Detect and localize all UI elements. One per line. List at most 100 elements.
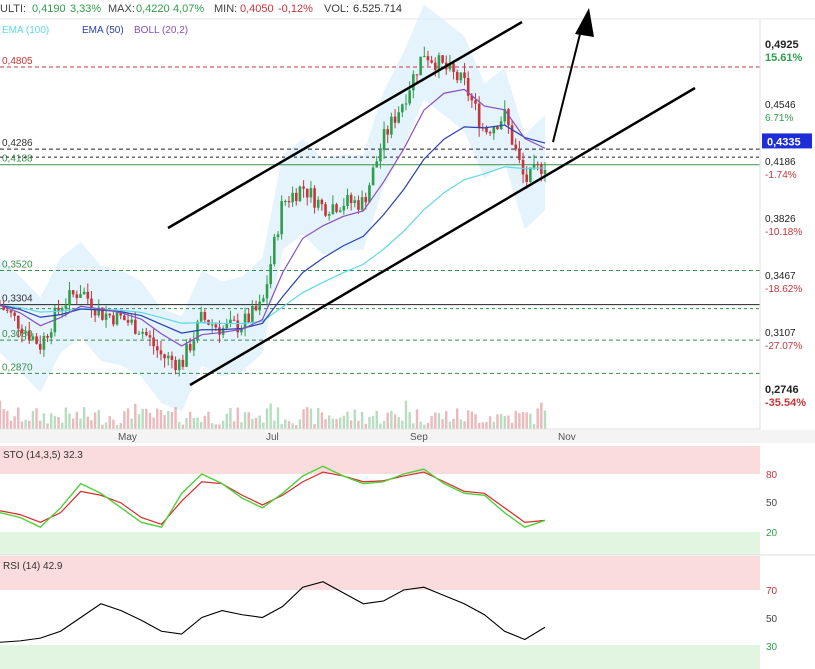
candle-body-81 xyxy=(294,192,298,202)
volume-bar-65 xyxy=(236,407,239,429)
volume-bar-149 xyxy=(543,410,547,429)
volume-bar-118 xyxy=(430,416,433,429)
volume-bar-145 xyxy=(529,413,532,429)
legend: EMA (100) EMA (50) BOLL (20,2) xyxy=(2,25,188,36)
rsi-level-30: 30 xyxy=(766,642,778,653)
volume-bar-61 xyxy=(221,420,225,429)
candle-body-20 xyxy=(71,290,75,295)
volume-bar-142 xyxy=(518,413,521,429)
right-price-1: 0,4546 xyxy=(765,100,796,111)
ema100-line xyxy=(0,166,546,325)
candle-body-31 xyxy=(112,315,115,325)
candle-body-140 xyxy=(510,125,514,145)
volume-bar-64 xyxy=(232,421,236,429)
upper-channel-line xyxy=(167,20,523,230)
volume-bar-37 xyxy=(134,403,137,429)
candle-body-47 xyxy=(170,355,174,360)
right-pct-1: 6.71% xyxy=(765,113,793,124)
candle-body-105 xyxy=(382,129,386,151)
volume-bar-24 xyxy=(86,416,89,429)
candle-body-97 xyxy=(353,200,357,204)
candle-body-34 xyxy=(123,315,126,321)
candle-body-109 xyxy=(397,112,400,123)
volume-bar-113 xyxy=(412,423,415,429)
volume-bar-97 xyxy=(353,409,356,429)
level-label-5: 0,3080 xyxy=(2,329,33,340)
volume-bar-59 xyxy=(214,424,218,429)
volume-bar-47 xyxy=(170,412,174,429)
volume-bar-26 xyxy=(93,412,97,429)
volume-bar-60 xyxy=(218,424,221,429)
sto-level-50: 50 xyxy=(766,498,778,509)
right-price-0: 0,4925 xyxy=(765,39,799,51)
candle-body-58 xyxy=(210,324,214,326)
candle-body-26 xyxy=(93,309,97,316)
candle-body-33 xyxy=(119,311,123,316)
candle-body-83 xyxy=(302,186,305,189)
candle-body-29 xyxy=(104,313,108,320)
level-label-0: 0,4805 xyxy=(2,56,33,67)
volume-bar-104 xyxy=(379,423,382,429)
candle-body-121 xyxy=(441,55,444,63)
volume-bar-50 xyxy=(181,424,185,429)
volume-bar-79 xyxy=(287,421,291,429)
candle-body-71 xyxy=(258,301,261,311)
volume-bar-18 xyxy=(64,407,68,429)
candle-body-129 xyxy=(470,95,474,101)
candle-body-111 xyxy=(404,103,408,105)
volume-bar-83 xyxy=(302,409,305,429)
volume-bar-14 xyxy=(50,413,53,429)
volume-bar-71 xyxy=(258,415,261,429)
volume-bar-93 xyxy=(338,417,342,429)
candle-body-8 xyxy=(27,331,31,340)
volume-bar-15 xyxy=(53,416,57,429)
sto-overbought-zone xyxy=(0,446,760,474)
right-pct-6: -35.54% xyxy=(765,397,806,409)
candle-body-32 xyxy=(115,311,119,325)
right-pct-5: -27.07% xyxy=(765,341,802,352)
volume-bar-146 xyxy=(532,423,536,429)
candle-body-23 xyxy=(82,291,86,295)
candle-body-125 xyxy=(455,71,459,81)
candle-body-135 xyxy=(492,126,496,134)
candle-body-102 xyxy=(371,167,375,186)
volume-bar-56 xyxy=(203,415,207,429)
candle-body-106 xyxy=(386,129,390,135)
candle-body-82 xyxy=(298,186,302,202)
candle-body-87 xyxy=(316,199,320,208)
volume-bar-123 xyxy=(448,421,452,429)
volume-bar-136 xyxy=(496,414,499,429)
right-price-4: 0,3467 xyxy=(765,271,796,282)
right-price-3: 0,3826 xyxy=(765,214,796,225)
volume-bar-129 xyxy=(470,411,474,429)
volume-bar-66 xyxy=(240,422,243,429)
rsi-oversold-zone xyxy=(0,645,760,669)
volume-bar-32 xyxy=(115,424,119,429)
volume-bar-52 xyxy=(189,411,192,429)
candle-body-17 xyxy=(60,308,64,311)
volume-bar-29 xyxy=(104,422,108,429)
candle-body-128 xyxy=(466,78,470,96)
candle-body-18 xyxy=(64,305,68,309)
candle-body-49 xyxy=(177,359,181,370)
candle-body-52 xyxy=(188,344,192,351)
x-axis-ticks: May Jul Sep Nov xyxy=(118,432,576,443)
volume-bar-86 xyxy=(313,423,316,429)
level-label-6: 0,2870 xyxy=(2,362,33,373)
sto-level-20: 20 xyxy=(766,528,778,539)
volume-bar-20 xyxy=(71,418,75,429)
candle-body-92 xyxy=(335,204,338,212)
candle-body-38 xyxy=(137,333,141,335)
volume-bar-116 xyxy=(423,424,426,429)
sto-level-80: 80 xyxy=(766,470,778,481)
min-value: 0,4050 xyxy=(240,3,274,15)
rsi-overbought-zone xyxy=(0,556,760,590)
max-label: MAX: xyxy=(108,3,135,15)
candle-body-146 xyxy=(532,164,536,168)
volume-bar-121 xyxy=(441,419,444,429)
candle-body-124 xyxy=(452,63,455,72)
min-pct: -0,12% xyxy=(278,3,313,15)
volume-bar-75 xyxy=(273,420,276,429)
volume-bar-46 xyxy=(167,410,170,429)
